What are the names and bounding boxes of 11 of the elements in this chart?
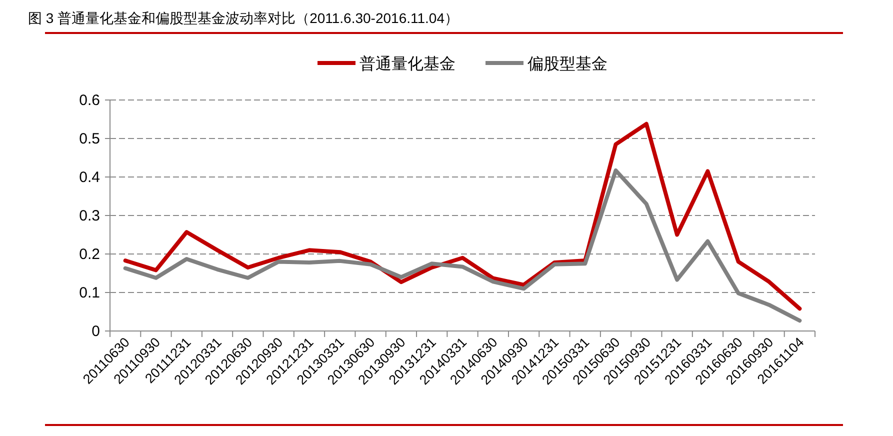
legend-label: 偏股型基金: [528, 55, 608, 73]
line-series: [123, 122, 802, 311]
y-tick-label: 0.3: [79, 208, 100, 224]
y-tick-label: 0: [92, 323, 100, 340]
y-tick-label: 0.2: [79, 246, 100, 263]
chart-title: 图 3 普通量化基金和偏股型基金波动率对比（2011.6.30-2016.11.04）: [28, 10, 458, 26]
y-tick-label: 0.4: [79, 169, 100, 186]
y-tick-label: 0.6: [79, 92, 100, 109]
y-tick-label: 0.5: [79, 130, 100, 148]
legend-label: 普通量化基金: [360, 55, 456, 73]
y-tick-label: 0.1: [79, 284, 100, 302]
